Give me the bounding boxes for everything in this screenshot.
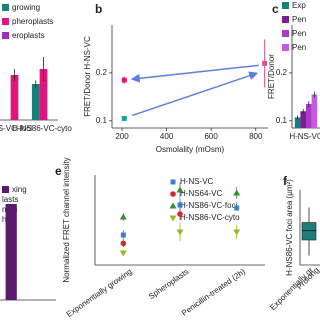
y-axis-label: H-NS86-VC foci area (µm²) bbox=[285, 179, 294, 276]
y-axis-label: Normalized FRET channel intensity bbox=[62, 157, 71, 282]
legend-swatch bbox=[282, 2, 289, 9]
point bbox=[120, 240, 127, 247]
y-tick-label: 0.2 bbox=[276, 68, 288, 77]
point bbox=[121, 77, 127, 83]
bar bbox=[294, 117, 301, 128]
legend-label: pheroplasts bbox=[12, 17, 53, 26]
legend-label: growing bbox=[12, 3, 40, 12]
legend-marker bbox=[170, 191, 176, 197]
bar bbox=[306, 104, 312, 128]
legend-label: Pen bbox=[292, 15, 306, 24]
legend-label: Pen bbox=[292, 29, 306, 38]
legend-label: H-NS86-VC-cyto bbox=[180, 213, 240, 222]
panel-label: c bbox=[272, 2, 279, 16]
y-tick-label: 0.1 bbox=[276, 116, 288, 125]
legend-swatch bbox=[282, 16, 289, 23]
point bbox=[119, 250, 127, 257]
legend-swatch bbox=[2, 18, 9, 25]
x-tick-label: Spheroplasts bbox=[147, 267, 190, 301]
point bbox=[120, 232, 126, 238]
legend-label: Pen bbox=[292, 43, 306, 52]
point bbox=[233, 189, 241, 196]
panel-label: b bbox=[95, 2, 102, 16]
legend-swatch bbox=[282, 44, 289, 51]
point bbox=[177, 202, 183, 208]
legend-label: Exp bbox=[292, 1, 306, 10]
arrow bbox=[130, 64, 259, 83]
legend-marker bbox=[170, 179, 176, 185]
x-tick-label: 800 bbox=[249, 132, 263, 141]
point bbox=[119, 213, 127, 220]
legend-label: H-NS86-VC-foci bbox=[180, 201, 238, 210]
x-tick-label: Exponentially growing bbox=[65, 267, 134, 319]
bar bbox=[31, 84, 40, 120]
y-axis-label: FRET/Donor H-NS-VC bbox=[83, 36, 92, 117]
legend-swatch bbox=[2, 186, 9, 193]
bar bbox=[311, 94, 318, 128]
point bbox=[121, 115, 127, 121]
legend-swatch bbox=[2, 32, 9, 39]
y-tick-label: 0.1 bbox=[96, 116, 108, 125]
x-tick-label: 400 bbox=[160, 132, 174, 141]
legend-label: H-NS64-VC bbox=[180, 189, 222, 198]
bar bbox=[300, 111, 306, 128]
x-tick-label: H-NS86-VC-cyto bbox=[12, 124, 72, 133]
point bbox=[176, 229, 184, 236]
y-axis-label: FRET/Donor bbox=[267, 54, 276, 99]
legend-label: lasts bbox=[2, 195, 18, 204]
point bbox=[262, 60, 268, 66]
x-tick-label: 200 bbox=[115, 132, 129, 141]
x-tick-label: 600 bbox=[204, 132, 218, 141]
legend-swatch bbox=[2, 4, 9, 11]
arrow bbox=[132, 71, 259, 117]
bar bbox=[10, 75, 19, 120]
point bbox=[233, 229, 241, 236]
legend-marker bbox=[169, 215, 177, 222]
point bbox=[234, 205, 240, 211]
x-axis-label: Osmolality (mOsm) bbox=[156, 145, 225, 154]
legend-swatch bbox=[282, 30, 289, 37]
legend-marker bbox=[169, 202, 177, 209]
legend-label: xing bbox=[12, 185, 27, 194]
bar bbox=[39, 69, 48, 120]
legend-label: H-NS-VC bbox=[180, 177, 214, 186]
panel-label: e bbox=[55, 164, 62, 178]
point bbox=[176, 186, 184, 193]
panel-label: f bbox=[283, 174, 288, 188]
point bbox=[177, 211, 183, 217]
x-tick-label: NS-VC-foci bbox=[0, 124, 32, 133]
legend-label: eroplasts bbox=[12, 31, 44, 40]
x-tick-label: H-NS-VC bbox=[289, 132, 320, 141]
box bbox=[301, 222, 317, 241]
y-tick-label: 0.2 bbox=[96, 68, 108, 77]
bar bbox=[5, 204, 17, 300]
